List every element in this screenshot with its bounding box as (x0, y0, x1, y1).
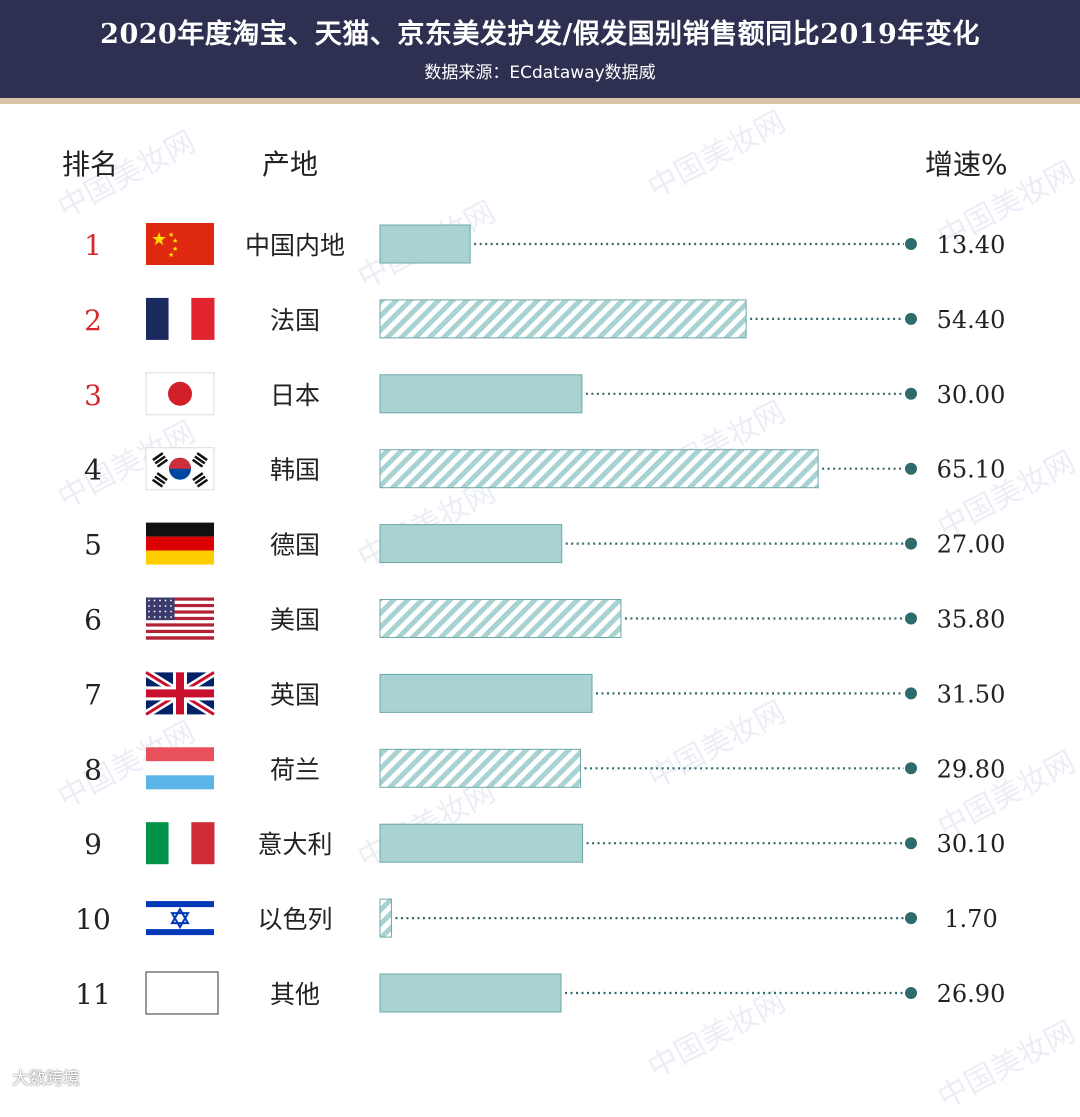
rank-label: 9 (84, 828, 102, 861)
country-label: 中国内地 (245, 231, 345, 260)
data-source: 数据来源：ECdataway数据威 (424, 63, 656, 83)
table-row: 2 法国 54.40 (84, 297, 1006, 340)
blank-flag-icon (145, 971, 219, 1015)
leader-dot (905, 837, 917, 850)
table-row: 6 美国 35.80 (84, 597, 1006, 640)
rank-label: 11 (75, 978, 111, 1011)
korea-flag-icon (145, 447, 215, 491)
svg-text:★: ★ (168, 231, 174, 239)
header-bar (0, 0, 1080, 98)
country-label: 韩国 (270, 456, 320, 485)
rank-label: 7 (84, 678, 102, 711)
rank-label: 3 (84, 379, 102, 412)
value-label: 65.10 (937, 456, 1006, 484)
leader-dot (905, 462, 917, 475)
leader-dot (905, 912, 917, 925)
value-label: 13.40 (937, 231, 1006, 259)
table-row: 1 ★ ★★★★ 中国内地 13.40 (84, 223, 1005, 265)
origin-column-header: 产地 (262, 148, 319, 181)
svg-text:★: ★ (172, 245, 178, 253)
rank-label: 10 (75, 903, 111, 936)
table-row: 7 英国 31.50 (84, 668, 1006, 718)
table-row: 9 意大利 30.10 (84, 822, 1006, 865)
value-label: 27.00 (937, 531, 1006, 559)
svg-text:★: ★ (168, 251, 174, 259)
leader-dot (905, 537, 917, 550)
china-flag-icon: ★ ★★★★ (146, 223, 214, 265)
page-title: 2020年度淘宝、天猫、京东美发护发/假发国别销售额同比2019年变化 (100, 19, 980, 50)
growth-column-header: 增速% (925, 148, 1008, 181)
value-label: 1.70 (944, 905, 997, 933)
rank-label: 2 (84, 304, 102, 337)
leader-dot (905, 612, 917, 625)
table-row: 8 荷兰 29.80 (84, 747, 1006, 790)
germany-flag-icon (146, 522, 214, 565)
country-label: 以色列 (257, 905, 332, 934)
value-label: 26.90 (937, 980, 1006, 1008)
japan-flag-icon (145, 372, 215, 416)
value-label: 35.80 (937, 606, 1006, 634)
rank-label: 1 (84, 229, 102, 262)
svg-text:★: ★ (172, 237, 178, 245)
country-label: 日本 (270, 381, 320, 410)
leader-dot (905, 312, 917, 325)
table-row: 5 德国 27.00 (84, 522, 1006, 565)
france-flag-icon (146, 297, 215, 340)
leader-dot (905, 387, 917, 400)
value-bar (379, 224, 471, 264)
value-label: 30.10 (937, 830, 1006, 858)
netherlands-flag-icon (146, 747, 214, 790)
country-label: 德国 (270, 531, 320, 560)
value-bar (379, 898, 392, 938)
rank-label: 6 (84, 604, 102, 637)
value-bar (379, 599, 622, 638)
value-label: 30.00 (937, 381, 1006, 409)
value-label: 29.80 (937, 755, 1006, 783)
value-bar (379, 374, 583, 414)
leader-dot (905, 987, 917, 999)
rank-column-header: 排名 (62, 148, 119, 181)
rank-label: 5 (84, 529, 102, 562)
value-bar (379, 748, 582, 788)
country-label: 英国 (270, 680, 320, 709)
italy-flag-icon (146, 822, 215, 865)
table-row: 3 日本 30.00 (84, 372, 1006, 416)
value-bar (379, 673, 593, 713)
leader-dot (905, 687, 917, 700)
table-row: 11 其他 26.90 (75, 971, 1006, 1015)
rank-label: 8 (84, 753, 102, 786)
country-label: 荷兰 (270, 755, 320, 784)
country-label: 其他 (270, 980, 320, 1009)
israel-flag-icon (146, 897, 214, 940)
uk-flag-icon (143, 668, 217, 718)
table-row: 10 以色列 1.70 (75, 897, 998, 940)
country-label: 意大利 (257, 830, 332, 859)
table-row: 4 韩国 65.10 (84, 447, 1006, 491)
header-divider (0, 98, 1080, 104)
value-bar (379, 299, 747, 339)
footer-logo: 大数跨境 (12, 1069, 80, 1089)
value-label: 54.40 (937, 306, 1006, 334)
svg-text:★: ★ (151, 229, 167, 250)
usa-flag-icon (146, 597, 214, 640)
leader-dot (905, 238, 917, 250)
value-bar (379, 449, 819, 489)
value-bar (379, 823, 584, 863)
country-label: 美国 (270, 606, 320, 635)
value-label: 31.50 (937, 680, 1006, 708)
leader-dot (905, 762, 917, 775)
country-label: 法国 (270, 306, 320, 335)
rank-label: 4 (84, 454, 102, 487)
value-bar (379, 524, 563, 564)
value-bar (379, 973, 562, 1013)
